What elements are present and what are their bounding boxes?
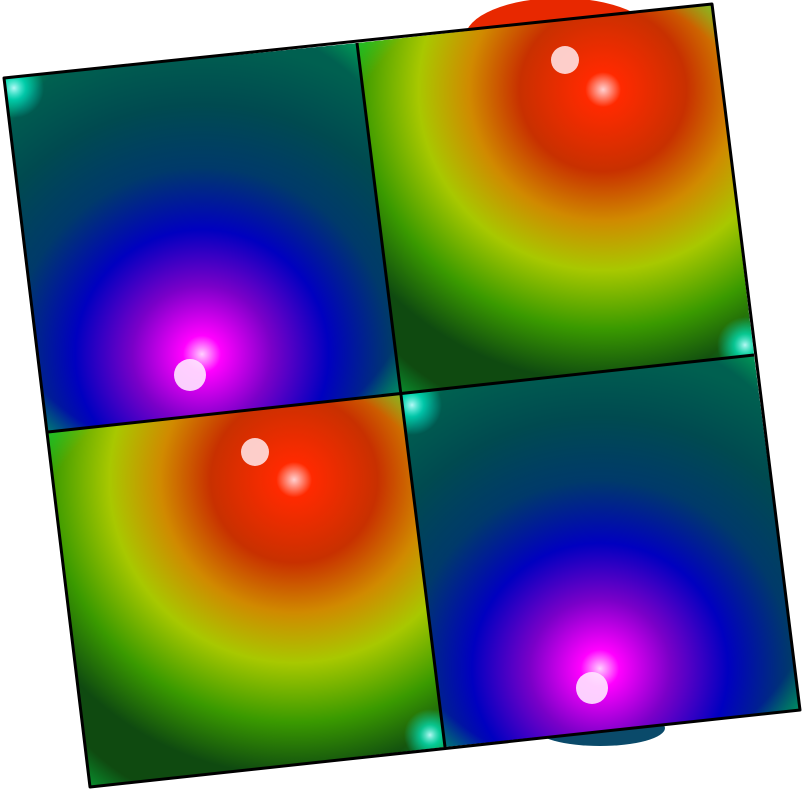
panel-top-right [357, 4, 754, 393]
panel-top-left [4, 43, 400, 432]
panel-bottom-left [48, 393, 445, 787]
panel-bottom-right [400, 355, 800, 747]
